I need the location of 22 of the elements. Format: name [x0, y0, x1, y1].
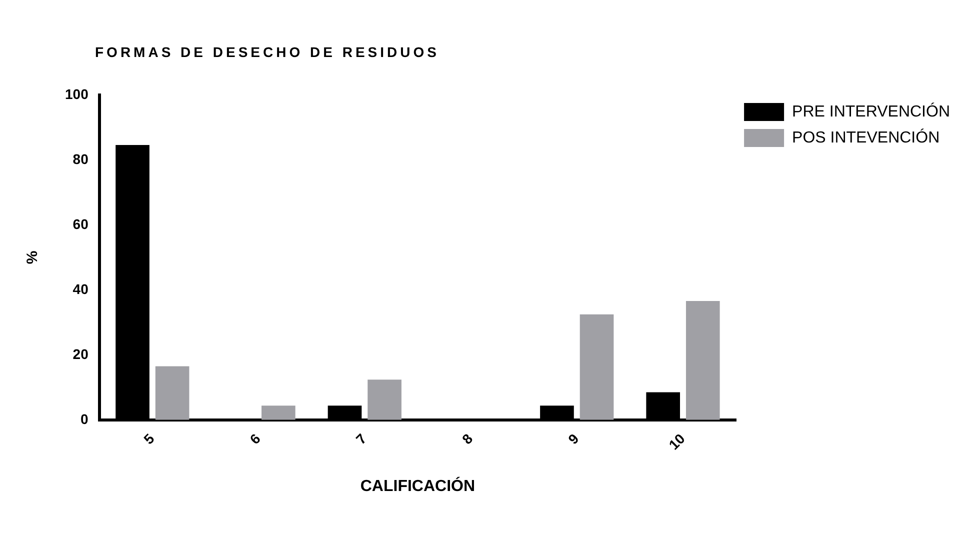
- y-tick-label: 80: [72, 150, 89, 167]
- x-tick-label: 7: [352, 430, 370, 448]
- bar: [580, 314, 614, 420]
- x-tick-label: 9: [564, 430, 582, 448]
- y-tick-label: 0: [80, 410, 89, 427]
- bar: [368, 380, 402, 420]
- x-tick-label: 10: [666, 430, 688, 453]
- x-tick-label: 6: [246, 430, 264, 448]
- x-tick-label: 8: [458, 430, 476, 448]
- legend-label: PRE INTERVENCIÓN: [792, 102, 950, 120]
- x-axis-title: CALIFICACIÓN: [360, 476, 476, 495]
- y-tick-label: 20: [72, 346, 89, 362]
- bar: [262, 406, 296, 420]
- chart-title: FORMAS DE DESECHO DE RESIDUOS: [95, 44, 440, 60]
- y-tick-label: 100: [65, 86, 89, 102]
- bar: [155, 366, 190, 420]
- bar: [686, 300, 720, 420]
- y-tick-label: 60: [72, 216, 89, 232]
- y-axis-title: %: [24, 250, 42, 264]
- y-tick-label: 40: [72, 280, 89, 297]
- x-tick-label: 5: [140, 430, 158, 448]
- legend-label: POS INTEVENCIÓN: [792, 128, 940, 146]
